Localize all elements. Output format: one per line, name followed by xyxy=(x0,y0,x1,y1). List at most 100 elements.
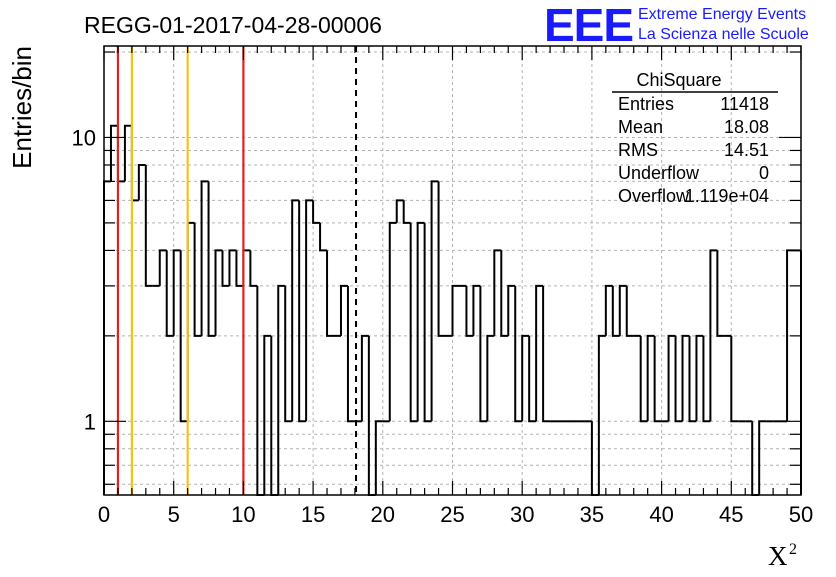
histogram-bin xyxy=(639,335,648,423)
histogram-bin xyxy=(423,222,432,423)
eee-logo: EEE Extreme Energy Events La Scienza nel… xyxy=(544,0,809,51)
stats-label: Entries xyxy=(618,94,674,114)
histogram-bin xyxy=(681,334,690,422)
histogram-bin xyxy=(207,181,216,337)
x-tick-label: 5 xyxy=(168,502,180,527)
histogram-bin xyxy=(291,199,300,422)
histogram-bin xyxy=(179,250,188,423)
histogram-bin xyxy=(618,284,627,336)
histogram-bin xyxy=(137,163,146,201)
histogram-bin xyxy=(597,334,606,495)
histogram-bin xyxy=(486,334,495,422)
stats-label: Underflow xyxy=(618,163,700,183)
histogram-bin xyxy=(200,180,209,336)
stats-value: 1.119e+04 xyxy=(685,186,769,206)
histogram-bin xyxy=(249,250,258,287)
x-axis-label: X 2 xyxy=(768,541,797,571)
x-tick-label: 35 xyxy=(580,502,604,527)
histogram-bin xyxy=(235,250,244,287)
histogram-bin xyxy=(409,222,418,423)
chart-title: REGG-01-2017-04-28-00006 xyxy=(84,12,382,38)
histogram-bin xyxy=(646,334,655,422)
histogram-bin xyxy=(604,284,613,336)
histogram-bin xyxy=(312,200,321,224)
histogram-bin xyxy=(305,199,314,422)
histogram-bin xyxy=(500,250,509,337)
histogram-bin xyxy=(514,285,523,423)
histogram-bin xyxy=(695,334,704,422)
x-tick-label: 0 xyxy=(98,502,110,527)
histogram-bin xyxy=(109,124,118,182)
tick-labels: 0 5 10 15 20 25 30 35 40 45 50 1 10 xyxy=(72,125,814,527)
histogram-bin xyxy=(374,420,383,495)
eee-logo-line1: Extreme Energy Events xyxy=(638,6,806,23)
x-axis-label-main: X xyxy=(768,541,788,571)
x-tick-label: 45 xyxy=(719,502,743,527)
histogram-bin xyxy=(702,335,711,423)
histogram-bin xyxy=(611,285,620,337)
stats-label: Overflow xyxy=(618,186,690,206)
x-tick-label: 50 xyxy=(789,502,813,527)
stats-rows: Entries 11418 Mean 18.08 RMS 14.51 Underflow 0 O… xyxy=(618,94,769,206)
y-tick-label: 10 xyxy=(72,125,96,150)
histogram-bin xyxy=(507,284,516,336)
histogram-bin xyxy=(653,335,662,423)
stats-value: 11418 xyxy=(720,94,769,114)
histogram-bin xyxy=(716,250,725,337)
x-tick-label: 40 xyxy=(649,502,673,527)
histogram-bin xyxy=(430,180,439,422)
histogram-bin xyxy=(465,285,474,337)
histogram-bin xyxy=(144,164,153,287)
x-tick-label: 15 xyxy=(301,502,325,527)
axis-ticks xyxy=(103,46,802,495)
y-tick-label: 1 xyxy=(84,409,96,434)
histogram-bin xyxy=(298,200,307,423)
stats-value: 14.51 xyxy=(724,140,769,160)
histogram-bin xyxy=(521,334,530,422)
histogram-bin xyxy=(123,124,132,182)
y-axis-label: Entries/bin xyxy=(7,46,37,169)
histogram-bin xyxy=(479,285,488,423)
histogram-bin xyxy=(709,249,718,422)
histogram-bin xyxy=(395,199,404,223)
histogram-bin xyxy=(437,181,446,337)
eee-logo-mark: EEE xyxy=(544,0,633,51)
x-tick-label: 30 xyxy=(510,502,534,527)
histogram-bin xyxy=(326,250,335,337)
x-tick-label: 10 xyxy=(231,502,255,527)
histogram-bin xyxy=(256,285,265,496)
reference-lines xyxy=(116,46,358,495)
histogram-bin xyxy=(388,221,397,422)
histogram-bin xyxy=(346,285,355,423)
x-axis-label-superscript: 2 xyxy=(789,541,797,558)
histogram-bin xyxy=(172,249,181,336)
x-tick-label: 25 xyxy=(440,502,464,527)
histogram-bin xyxy=(451,284,460,336)
histogram-bin xyxy=(542,285,551,423)
stats-title: ChiSquare xyxy=(636,70,721,90)
stats-value: 0 xyxy=(759,163,769,183)
histogram-bin xyxy=(472,284,481,336)
histogram-bin xyxy=(758,420,767,495)
histogram-bin xyxy=(263,334,272,495)
histogram-bin xyxy=(493,249,502,336)
histogram-bin xyxy=(103,180,111,495)
stats-label: RMS xyxy=(618,140,658,160)
histogram-bin xyxy=(416,221,425,422)
histogram-bin xyxy=(535,284,544,422)
histogram-bin xyxy=(402,200,411,224)
x-tick-label: 20 xyxy=(371,502,395,527)
histogram-bin xyxy=(688,335,697,423)
histogram-bin xyxy=(158,249,167,286)
histogram-bin xyxy=(367,335,376,496)
histogram-bin xyxy=(277,284,286,495)
stats-label: Mean xyxy=(618,117,663,137)
histogram-bin xyxy=(528,335,537,423)
histogram-bin xyxy=(667,334,676,422)
histogram-bin xyxy=(319,222,328,252)
histogram-bin xyxy=(214,249,223,336)
stats-box: ChiSquare Entries 11418 Mean 18.08 RMS 14.51 U… xyxy=(612,70,778,206)
stats-value: 18.08 xyxy=(724,117,769,137)
histogram-bin xyxy=(730,335,739,423)
